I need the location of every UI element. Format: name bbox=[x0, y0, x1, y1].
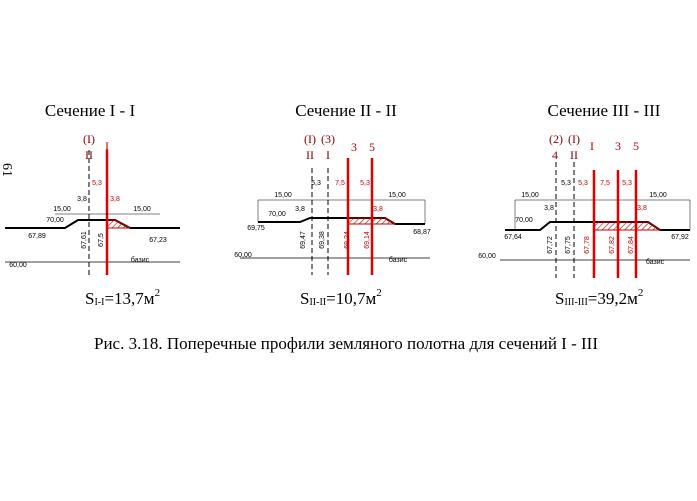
dimension: 5,3 bbox=[561, 180, 571, 187]
section-title: Сечение II - II bbox=[295, 101, 397, 120]
marker: 3 bbox=[615, 139, 621, 153]
dimension: 67,64 bbox=[504, 234, 522, 241]
dimension: 5,3 bbox=[578, 180, 588, 187]
marker: II bbox=[306, 148, 314, 162]
area-superscript: 2 bbox=[376, 287, 382, 299]
dimension: 3,8 bbox=[295, 206, 305, 213]
section: Сечение II - II(I) (3)II I3 55,3 7,5 5,315,00… bbox=[234, 101, 431, 308]
marker: (2) bbox=[549, 132, 563, 146]
caption: Рис. 3.18. Поперечные профили земляного … bbox=[94, 334, 598, 353]
dimension: 15,00 bbox=[649, 192, 667, 199]
elevation: 69,24 bbox=[344, 231, 351, 249]
marker: I bbox=[105, 139, 109, 153]
dimension: 70,00 bbox=[515, 217, 533, 224]
elevation: 67,5 bbox=[98, 233, 105, 247]
dimension: 3,8 bbox=[544, 205, 554, 212]
section: Сечение III - III(2) (I)4 III 3 55,3 5,3 7,5 5,… bbox=[478, 101, 689, 308]
area-symbol: S bbox=[85, 289, 94, 308]
marker: II bbox=[85, 148, 93, 162]
area-value: =13,7м bbox=[104, 289, 154, 308]
area: SIII-III=39,2м2 bbox=[555, 287, 643, 309]
dimension: 7,5 bbox=[335, 180, 345, 187]
marker: 5 bbox=[369, 140, 375, 154]
profiles bbox=[5, 150, 691, 278]
dimension: 70,00 bbox=[46, 217, 64, 224]
marker: 5 bbox=[633, 139, 639, 153]
dimension: 68,87 bbox=[413, 229, 431, 236]
area-subscript: II-II bbox=[309, 297, 326, 308]
area: SI-I=13,7м2 bbox=[85, 287, 160, 309]
dimension: 15,00 bbox=[274, 192, 292, 199]
dimension: 15,00 bbox=[521, 192, 539, 199]
elevation: 67,61 bbox=[81, 231, 88, 249]
elevation: 67,75 bbox=[565, 236, 572, 254]
elevation: 67,82 bbox=[609, 236, 616, 254]
dimension: базис bbox=[131, 256, 150, 264]
dimension: 5,3 bbox=[92, 180, 102, 187]
dimension: 5,3 bbox=[622, 180, 632, 187]
marker: (I) bbox=[304, 132, 316, 146]
dimension: 67,23 bbox=[149, 237, 167, 244]
area-subscript: I-I bbox=[94, 297, 104, 308]
area-subscript: III-III bbox=[564, 297, 587, 308]
dimension: 70,00 bbox=[268, 211, 286, 218]
dimension: базис bbox=[646, 258, 665, 266]
marker: I bbox=[326, 148, 330, 162]
elevation: 67,72 bbox=[547, 236, 554, 254]
dimension: 15,00 bbox=[133, 206, 151, 213]
area-symbol: S bbox=[300, 289, 309, 308]
elevation: 69,47 bbox=[300, 231, 307, 249]
marker: II bbox=[570, 148, 578, 162]
dimension: базис bbox=[389, 256, 408, 264]
dimension: 69,75 bbox=[247, 225, 265, 232]
area-value: =39,2м bbox=[588, 289, 638, 308]
dimension: 67,89 bbox=[28, 233, 46, 240]
elevation: 67,84 bbox=[628, 236, 635, 254]
dimension: 60,00 bbox=[9, 262, 27, 269]
marker: 3 bbox=[351, 140, 357, 154]
dimension: 60,00 bbox=[478, 253, 496, 260]
marker: I bbox=[590, 139, 594, 153]
area-superscript: 2 bbox=[638, 287, 644, 299]
marker: (I) bbox=[83, 132, 95, 146]
dimension: 15,00 bbox=[53, 206, 71, 213]
dimension: 15,00 bbox=[388, 192, 406, 199]
dimension: 7,5 bbox=[600, 180, 610, 187]
elevation: 69,14 bbox=[364, 231, 371, 249]
dimension: 3,8 bbox=[77, 196, 87, 203]
marker: (I) bbox=[568, 132, 580, 146]
area-superscript: 2 bbox=[155, 287, 161, 299]
marker: 4 bbox=[552, 148, 558, 162]
dimension: 5,3 bbox=[311, 180, 321, 187]
dimension: 3,8 bbox=[373, 206, 383, 213]
page-number: 61 bbox=[0, 163, 14, 177]
dimension: 3,8 bbox=[110, 196, 120, 203]
marker: (3) bbox=[321, 132, 335, 146]
section-title: Сечение I - I bbox=[45, 101, 136, 120]
elevation: 69,38 bbox=[319, 231, 326, 249]
elevation: 67,78 bbox=[584, 236, 591, 254]
area-value: =10,7м bbox=[326, 289, 376, 308]
dimension: 67,92 bbox=[671, 234, 689, 241]
dimension: 60,00 bbox=[234, 252, 252, 259]
dimension: 3,8 bbox=[637, 205, 647, 212]
dimension: 5,3 bbox=[360, 180, 370, 187]
section-title: Сечение III - III bbox=[548, 101, 661, 120]
area: SII-II=10,7м2 bbox=[300, 287, 382, 309]
area-symbol: S bbox=[555, 289, 564, 308]
